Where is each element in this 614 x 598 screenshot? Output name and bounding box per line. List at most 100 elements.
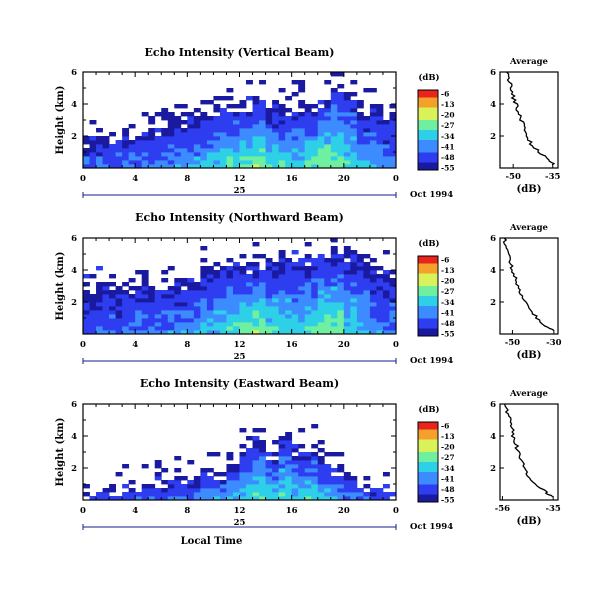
heatmap-cell [200,488,208,493]
heatmap-cell [239,104,247,109]
heatmap-cell [219,120,227,125]
heatmap-cell [187,302,195,307]
heatmap-cell [239,152,247,157]
heatmap-cell [219,282,227,287]
heatmap-cell [180,156,188,161]
heatmap-cell [187,488,195,493]
heatmap-cell [206,136,214,141]
x-tick-label: 20 [338,174,350,184]
heatmap-cell [246,160,253,165]
heatmap-cell [317,132,325,137]
heatmap-cell [337,148,345,153]
heatmap-cell [337,108,345,113]
heatmap-cell [200,128,208,133]
heatmap-cell [265,278,273,283]
colorbar-segment [418,439,438,443]
colorbar-segment [418,296,438,299]
heatmap-cell [363,326,371,331]
heatmap-cell [259,286,266,291]
heatmap-cell [167,136,175,141]
heatmap-cell [376,128,384,133]
heatmap-cell [232,302,240,307]
heatmap-cell [206,314,214,319]
heatmap-cell [272,302,280,307]
heatmap-cell [278,160,286,165]
heatmap-cell [311,148,319,153]
heatmap-cell [239,132,247,137]
heatmap-cell [304,258,312,263]
heatmap-cell [193,282,201,287]
heatmap-cell [324,298,332,303]
heatmap-cell [239,298,247,303]
heatmap-cell [285,464,293,469]
heatmap-cell [246,310,253,315]
heatmap-cell [350,294,358,299]
heatmap-cell [193,144,201,149]
heatmap-cell [343,250,351,255]
heatmap-cell [343,140,351,145]
colorbar-segment [418,135,438,138]
heatmap-cell [272,116,280,121]
colorbar-segment [418,424,438,428]
heatmap-cell [337,262,345,267]
heatmap-cell [337,480,345,485]
heatmap-cell [369,104,377,109]
heatmap-cell [330,112,338,117]
heatmap-cell [304,472,312,477]
heatmap-cell [304,464,312,469]
heatmap-cell [213,104,221,109]
heatmap-cell [259,254,266,259]
heatmap-cell [272,136,280,141]
heatmap-cell [311,464,319,469]
heatmap-cell [154,112,162,117]
heatmap-cell [213,492,221,497]
heatmap-cell [115,310,123,315]
heatmap-cell [363,88,371,93]
heatmap-cell [317,330,325,335]
heatmap-cell [363,318,371,323]
heatmap-cell [324,468,332,473]
heatmap-cell [291,468,299,473]
heatmap-cell [330,254,338,259]
heatmap-cell [141,492,149,497]
heatmap-cell [298,266,306,271]
heatmap-cell [213,286,221,291]
heatmap-cell [376,152,384,157]
heatmap-cell [382,322,390,327]
heatmap-cell [311,140,319,145]
heatmap-cell [246,124,253,129]
heatmap-cell [376,120,384,125]
heatmap-cell [148,294,156,299]
heatmap-cell [252,464,260,469]
heatmap-cell [350,266,358,271]
heatmap-cell [330,496,338,501]
heatmap-cell [115,160,123,165]
heatmap-cell [278,282,286,287]
heatmap-cell [219,484,227,489]
heatmap-cell [389,160,397,165]
heatmap-cell [239,140,247,145]
heatmap-cell [265,488,273,493]
heatmap-cell [272,318,280,323]
heatmap-cell [206,330,214,335]
heatmap-cell [122,496,130,501]
heatmap-cell [259,164,266,169]
heatmap-cell [128,326,136,331]
heatmap-cell [324,160,332,165]
heatmap-cell [206,302,214,307]
heatmap-cell [161,132,169,137]
heatmap-cell [239,484,247,489]
heatmap-cell [382,128,390,133]
heatmap-cell [252,136,260,141]
heatmap-cell [304,266,312,271]
heatmap-cell [246,262,253,267]
heatmap-cell [252,270,260,275]
heatmap-cell [311,104,319,109]
colorbar-segment [418,298,438,302]
heatmap-cell [304,294,312,299]
x-tick-label: 0 [80,506,86,516]
heatmap-cell [213,306,221,311]
heatmap-cell [272,326,280,331]
heatmap-cell [141,144,149,149]
heatmap-cell [193,298,201,303]
